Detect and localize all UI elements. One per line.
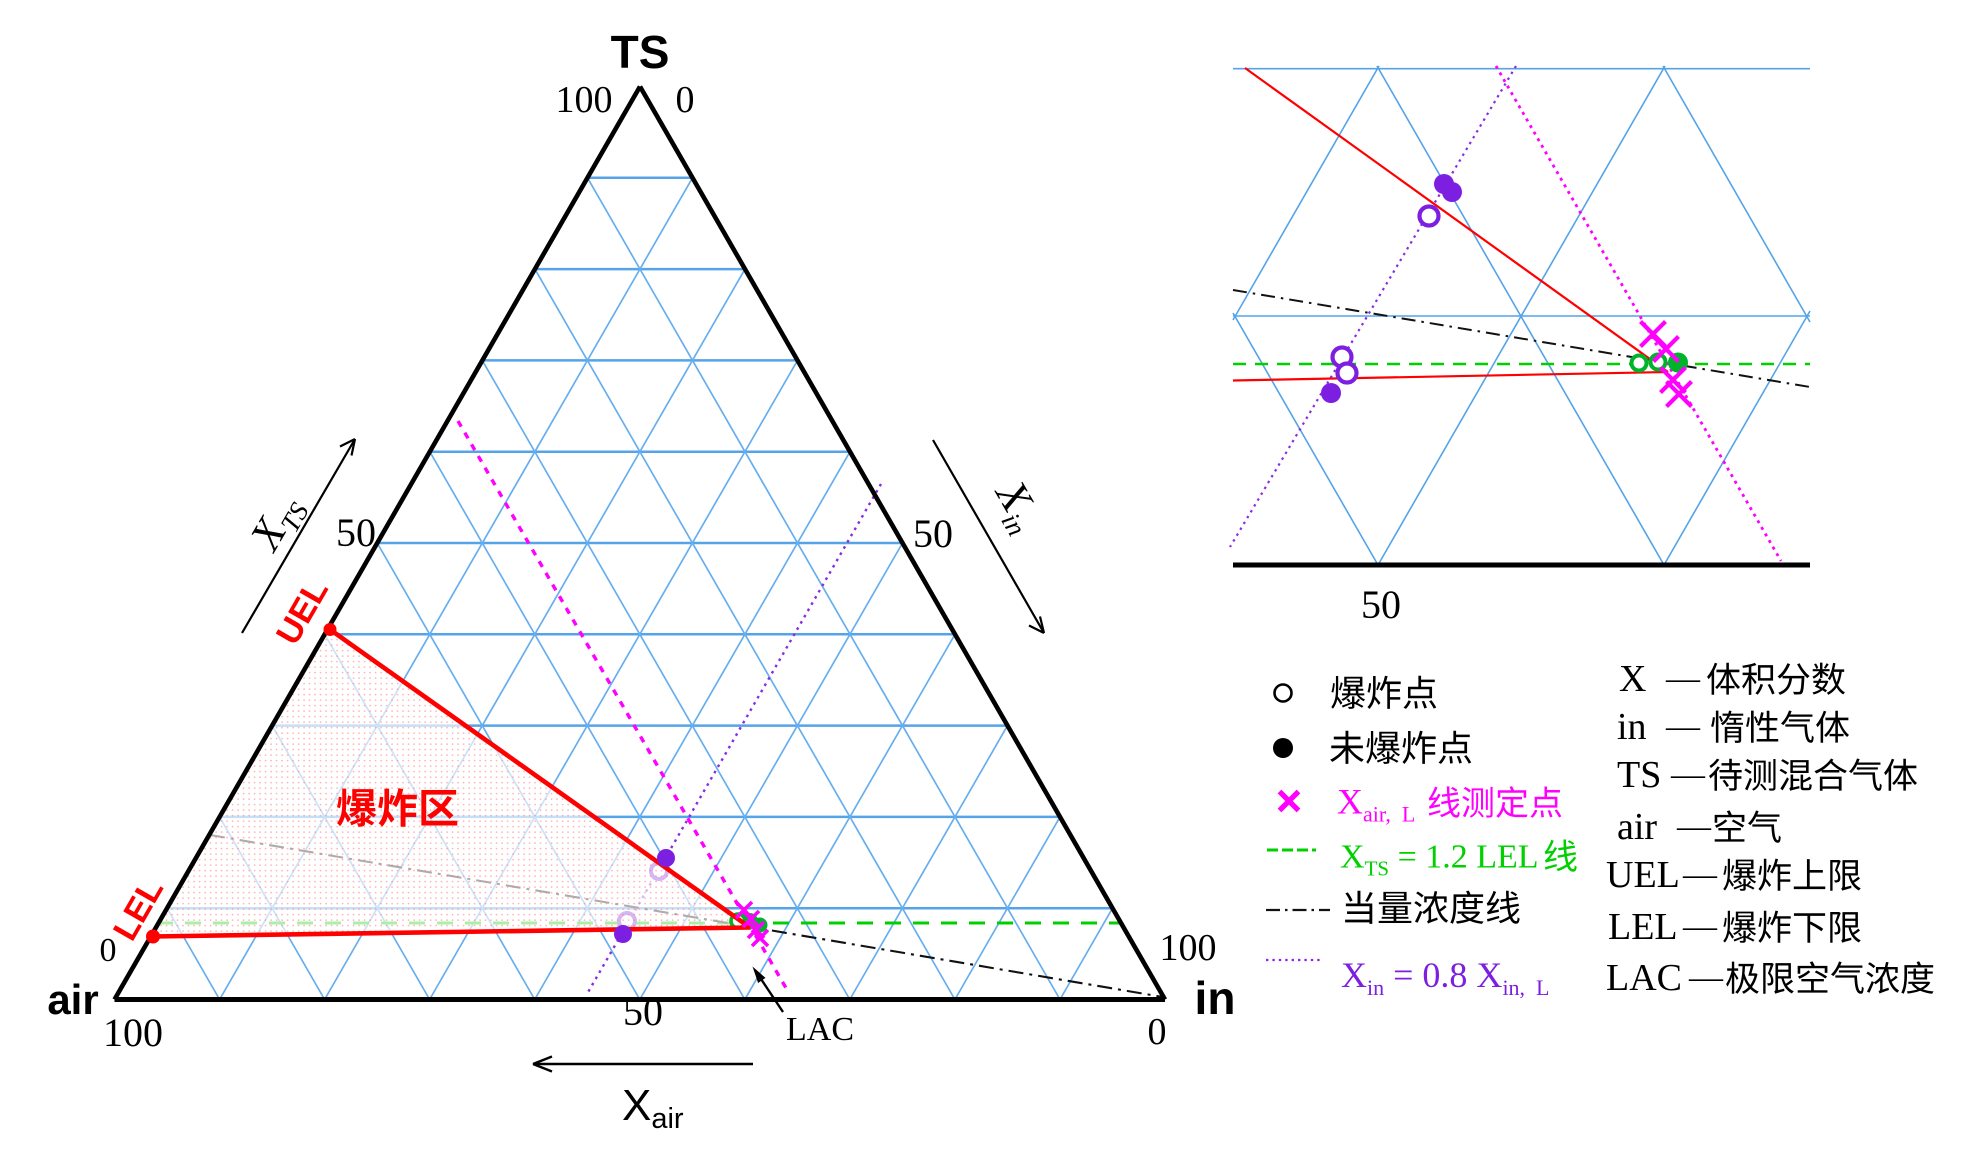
- svg-text:—: —: [1670, 756, 1706, 793]
- svg-text:100: 100: [556, 79, 613, 121]
- svg-text:0: 0: [1148, 1011, 1167, 1053]
- svg-text:in: in: [1617, 706, 1647, 748]
- svg-text:LAC: LAC: [786, 1011, 854, 1048]
- svg-text:—: —: [1665, 660, 1701, 697]
- svg-text:—: —: [1682, 856, 1718, 893]
- svg-text:air: air: [47, 976, 98, 1023]
- svg-text:LEL: LEL: [1608, 906, 1678, 948]
- svg-text:—: —: [1688, 959, 1724, 996]
- svg-text:50: 50: [913, 511, 953, 556]
- svg-text:X: X: [1619, 658, 1646, 700]
- svg-text:TS: TS: [1617, 754, 1661, 796]
- svg-text:0: 0: [676, 79, 695, 121]
- svg-text:—: —: [1665, 708, 1701, 745]
- svg-text:100: 100: [103, 1010, 163, 1055]
- svg-text:LAC: LAC: [1606, 957, 1682, 999]
- svg-text:100: 100: [1160, 927, 1217, 969]
- svg-text:—: —: [1676, 808, 1712, 845]
- svg-text:0: 0: [100, 932, 117, 969]
- svg-text:in: in: [1195, 972, 1236, 1024]
- svg-text:UEL: UEL: [1606, 854, 1680, 896]
- svg-text:air: air: [1617, 806, 1657, 848]
- svg-text:—: —: [1682, 908, 1718, 945]
- svg-text:50: 50: [1361, 582, 1401, 627]
- svg-text:50: 50: [336, 510, 376, 555]
- svg-text:50: 50: [623, 989, 663, 1034]
- svg-text:TS: TS: [611, 26, 670, 78]
